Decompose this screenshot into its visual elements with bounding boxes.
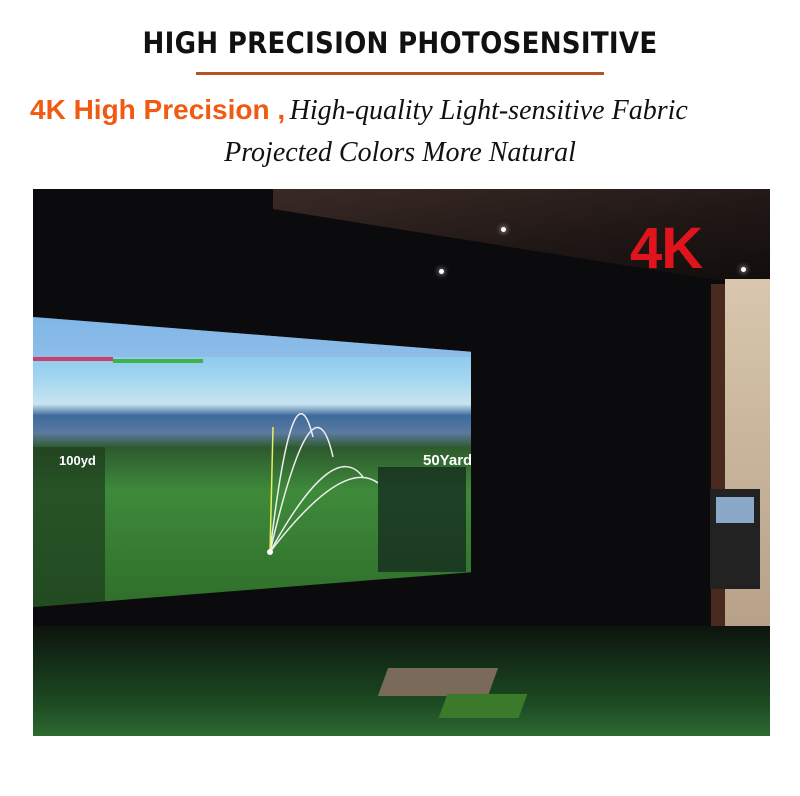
distance-label: 100yd <box>59 453 96 468</box>
kiosk-screen <box>716 497 754 523</box>
tagline-line-2: Projected Colors More Natural <box>224 137 576 168</box>
4k-badge: 4K <box>630 216 703 281</box>
power-bar <box>33 357 113 361</box>
control-kiosk <box>710 489 760 589</box>
left-panel <box>33 447 105 607</box>
tagline-line-1: 4K High Precision , High-quality Light-s… <box>30 94 688 127</box>
distance-label: 50Yard <box>423 452 473 469</box>
hitting-mat <box>377 668 499 696</box>
product-photo: 100yd 50Yard 4K <box>33 189 770 736</box>
ceiling-light-icon <box>439 269 444 274</box>
page-title: HIGH PRECISION PHOTOSENSITIVE <box>142 26 658 60</box>
shot-stats-panel <box>378 467 466 572</box>
tagline-highlight: 4K High Precision , <box>30 94 286 125</box>
projection-screen: 100yd 50Yard <box>33 317 471 607</box>
tagline-text: High-quality Light-sensitive Fabric <box>289 95 688 126</box>
ball-trajectory <box>267 413 379 555</box>
ceiling-light-icon <box>741 267 746 272</box>
ceiling-light-icon <box>501 227 506 232</box>
title-divider <box>196 72 604 75</box>
power-bar <box>113 359 203 363</box>
tee-mat <box>438 694 528 718</box>
